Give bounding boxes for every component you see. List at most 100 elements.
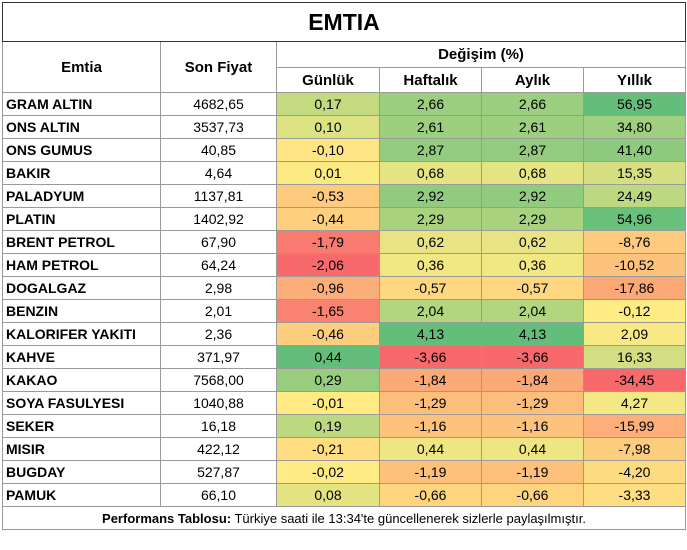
change-aylik: 0,44 xyxy=(481,437,584,461)
last-price: 1402,92 xyxy=(160,207,277,231)
table-row: BUGDAY 527,87 -0,02 -1,19 -1,19 -4,20 xyxy=(2,460,686,484)
table-footer: Performans Tablosu: Türkiye saati ile 13… xyxy=(2,506,686,530)
change-yillik: 24,49 xyxy=(583,184,686,208)
change-aylik: 2,29 xyxy=(481,207,584,231)
last-price: 1137,81 xyxy=(160,184,277,208)
table-body: GRAM ALTIN 4682,65 0,17 2,66 2,66 56,95 ONS AL… xyxy=(2,92,686,507)
last-price: 1040,88 xyxy=(160,391,277,415)
last-price: 2,36 xyxy=(160,322,277,346)
change-yillik: -4,20 xyxy=(583,460,686,484)
change-haftalik: 4,13 xyxy=(379,322,482,346)
footer-text: Türkiye saati ile 13:34'te güncellenerek… xyxy=(231,510,586,526)
commodity-name: KAKAO xyxy=(2,368,161,392)
change-yillik: -0,12 xyxy=(583,299,686,323)
table-row: PAMUK 66,10 0,08 -0,66 -0,66 -3,33 xyxy=(2,483,686,507)
header-yillik: Yıllık xyxy=(583,67,686,93)
change-yillik: -34,45 xyxy=(583,368,686,392)
change-haftalik: -0,66 xyxy=(379,483,482,507)
table-row: ONS ALTIN 3537,73 0,10 2,61 2,61 34,80 xyxy=(2,115,686,139)
change-gunluk: 0,19 xyxy=(276,414,380,438)
table-row: MISIR 422,12 -0,21 0,44 0,44 -7,98 xyxy=(2,437,686,461)
change-haftalik: -1,84 xyxy=(379,368,482,392)
change-yillik: -8,76 xyxy=(583,230,686,254)
commodity-name: GRAM ALTIN xyxy=(2,92,161,116)
footer-label: Performans Tablosu: xyxy=(102,510,232,526)
commodity-name: PLATIN xyxy=(2,207,161,231)
change-aylik: -1,84 xyxy=(481,368,584,392)
commodity-name: SOYA FASULYESI xyxy=(2,391,161,415)
change-yillik: 16,33 xyxy=(583,345,686,369)
change-aylik: 2,66 xyxy=(481,92,584,116)
change-yillik: -10,52 xyxy=(583,253,686,277)
change-gunluk: 0,44 xyxy=(276,345,380,369)
table-row: KALORIFER YAKITI 2,36 -0,46 4,13 4,13 2,09 xyxy=(2,322,686,346)
header-gunluk: Günlük xyxy=(276,67,380,93)
change-aylik: 0,62 xyxy=(481,230,584,254)
commodity-performance-table: EMTIA Emtia Son Fiyat Değişim (%) Günlük… xyxy=(2,2,686,530)
table-row: DOGALGAZ 2,98 -0,96 -0,57 -0,57 -17,86 xyxy=(2,276,686,300)
commodity-name: BRENT PETROL xyxy=(2,230,161,254)
change-gunluk: -1,65 xyxy=(276,299,380,323)
table-row: SOYA FASULYESI 1040,88 -0,01 -1,29 -1,29 4,27 xyxy=(2,391,686,415)
change-yillik: 4,27 xyxy=(583,391,686,415)
change-haftalik: 0,62 xyxy=(379,230,482,254)
commodity-name: BUGDAY xyxy=(2,460,161,484)
last-price: 16,18 xyxy=(160,414,277,438)
commodity-name: DOGALGAZ xyxy=(2,276,161,300)
header-son-fiyat: Son Fiyat xyxy=(160,41,277,93)
change-aylik: 4,13 xyxy=(481,322,584,346)
change-gunluk: -0,53 xyxy=(276,184,380,208)
change-aylik: -1,16 xyxy=(481,414,584,438)
change-haftalik: 2,29 xyxy=(379,207,482,231)
change-yillik: 34,80 xyxy=(583,115,686,139)
change-haftalik: -1,19 xyxy=(379,460,482,484)
table-row: KAKAO 7568,00 0,29 -1,84 -1,84 -34,45 xyxy=(2,368,686,392)
change-yillik: -15,99 xyxy=(583,414,686,438)
change-haftalik: 0,44 xyxy=(379,437,482,461)
table-row: HAM PETROL 64,24 -2,06 0,36 0,36 -10,52 xyxy=(2,253,686,277)
commodity-name: HAM PETROL xyxy=(2,253,161,277)
table-row: GRAM ALTIN 4682,65 0,17 2,66 2,66 56,95 xyxy=(2,92,686,116)
table-row: BAKIR 4,64 0,01 0,68 0,68 15,35 xyxy=(2,161,686,185)
change-haftalik: -0,57 xyxy=(379,276,482,300)
commodity-name: ONS GUMUS xyxy=(2,138,161,162)
change-haftalik: 2,61 xyxy=(379,115,482,139)
change-aylik: -0,66 xyxy=(481,483,584,507)
table-row: PALADYUM 1137,81 -0,53 2,92 2,92 24,49 xyxy=(2,184,686,208)
change-haftalik: -1,16 xyxy=(379,414,482,438)
change-aylik: -1,19 xyxy=(481,460,584,484)
last-price: 67,90 xyxy=(160,230,277,254)
change-gunluk: 0,17 xyxy=(276,92,380,116)
change-haftalik: 2,87 xyxy=(379,138,482,162)
change-gunluk: -2,06 xyxy=(276,253,380,277)
change-gunluk: -1,79 xyxy=(276,230,380,254)
change-gunluk: -0,01 xyxy=(276,391,380,415)
commodity-name: ONS ALTIN xyxy=(2,115,161,139)
change-aylik: -3,66 xyxy=(481,345,584,369)
change-gunluk: -0,46 xyxy=(276,322,380,346)
change-yillik: 2,09 xyxy=(583,322,686,346)
change-haftalik: 2,66 xyxy=(379,92,482,116)
change-haftalik: 0,36 xyxy=(379,253,482,277)
change-aylik: 0,68 xyxy=(481,161,584,185)
change-gunluk: -0,21 xyxy=(276,437,380,461)
last-price: 64,24 xyxy=(160,253,277,277)
commodity-name: BAKIR xyxy=(2,161,161,185)
commodity-name: KALORIFER YAKITI xyxy=(2,322,161,346)
change-haftalik: 0,68 xyxy=(379,161,482,185)
change-aylik: 0,36 xyxy=(481,253,584,277)
last-price: 4,64 xyxy=(160,161,277,185)
change-gunluk: 0,08 xyxy=(276,483,380,507)
last-price: 4682,65 xyxy=(160,92,277,116)
change-gunluk: -0,96 xyxy=(276,276,380,300)
table-row: KAHVE 371,97 0,44 -3,66 -3,66 16,33 xyxy=(2,345,686,369)
change-yillik: -17,86 xyxy=(583,276,686,300)
commodity-name: BENZIN xyxy=(2,299,161,323)
header-aylik: Aylık xyxy=(481,67,584,93)
commodity-name: SEKER xyxy=(2,414,161,438)
change-yillik: -7,98 xyxy=(583,437,686,461)
change-aylik: -1,29 xyxy=(481,391,584,415)
last-price: 422,12 xyxy=(160,437,277,461)
change-yillik: 41,40 xyxy=(583,138,686,162)
change-yillik: 56,95 xyxy=(583,92,686,116)
